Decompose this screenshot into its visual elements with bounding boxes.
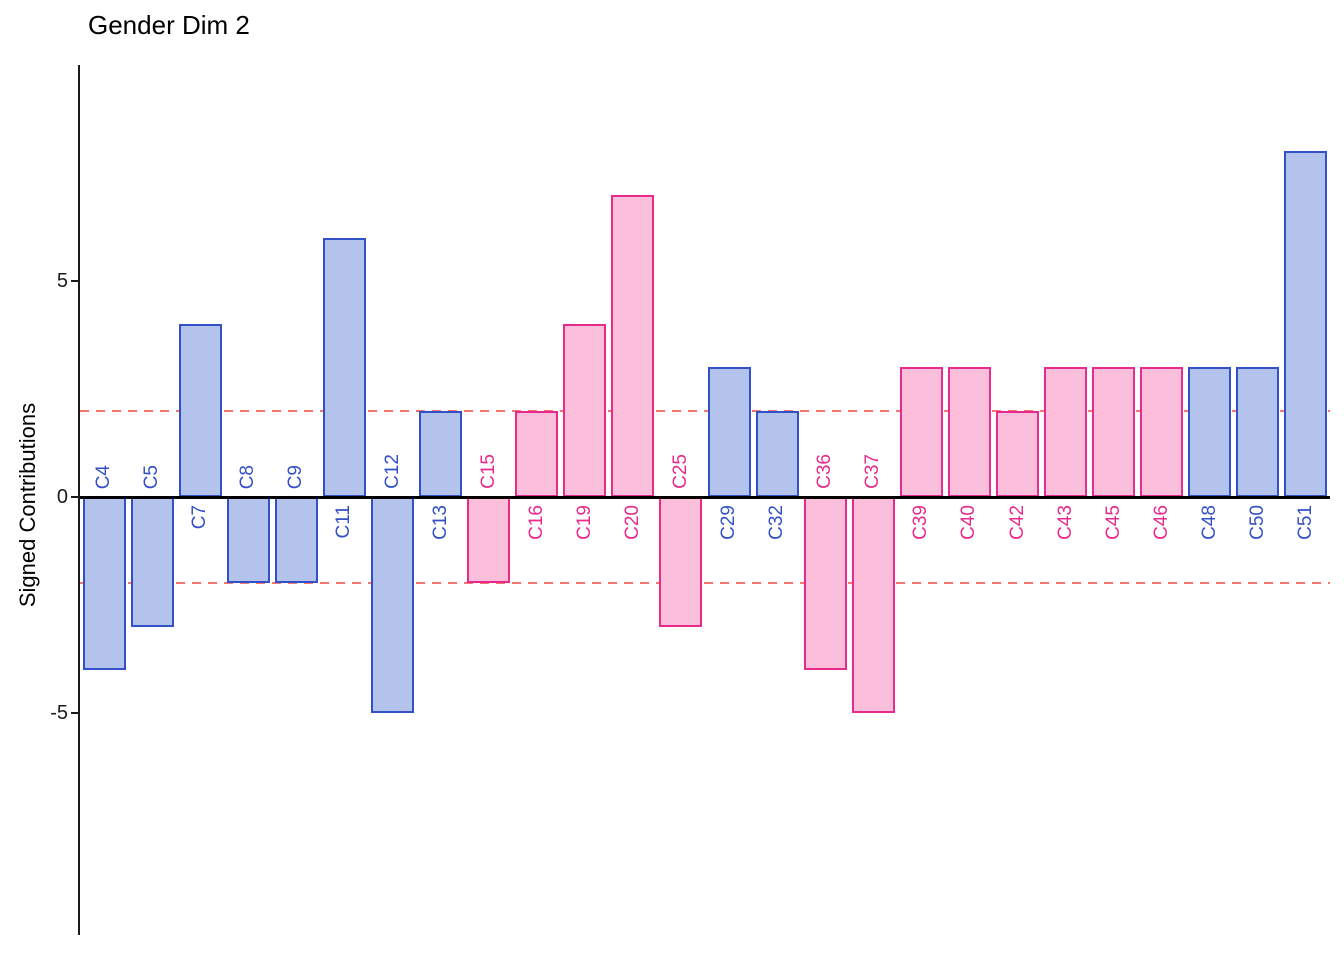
bar-label-c12: C12 (381, 454, 403, 489)
reference-line (80, 582, 1330, 585)
bar-c8 (226, 497, 270, 584)
bar-label-c7: C7 (189, 505, 211, 530)
y-tick-mark (71, 496, 78, 498)
bar-label-c37: C37 (862, 454, 884, 489)
bar-c37 (851, 497, 895, 713)
bar-c12 (371, 497, 414, 713)
bar-label-c15: C15 (477, 454, 499, 489)
bar-c50 (1236, 367, 1280, 497)
bar-label-c20: C20 (621, 505, 643, 540)
bar-c36 (803, 497, 847, 670)
bar-c19 (563, 324, 607, 497)
bar-label-c51: C51 (1294, 505, 1316, 540)
bar-c25 (659, 497, 703, 627)
bar-label-c11: C11 (333, 505, 355, 539)
bar-c29 (707, 367, 751, 497)
bar-c5 (130, 497, 174, 627)
zero-line (80, 495, 1330, 499)
bar-label-c29: C29 (718, 505, 740, 540)
bar-label-c32: C32 (766, 505, 788, 540)
bar-c16 (515, 410, 559, 497)
y-tick-label: 5 (56, 270, 68, 292)
bar-c11 (322, 237, 366, 497)
bar-c9 (274, 497, 318, 584)
bar-label-c4: C4 (93, 464, 115, 489)
bar-label-c40: C40 (958, 505, 980, 540)
bar-c7 (178, 324, 222, 497)
bar-label-c25: C25 (669, 454, 691, 489)
y-tick-mark (71, 280, 78, 282)
bar-label-c48: C48 (1198, 505, 1220, 540)
bar-c48 (1188, 367, 1232, 497)
bar-c13 (419, 410, 463, 497)
bar-label-c43: C43 (1054, 505, 1076, 540)
bar-label-c16: C16 (525, 505, 547, 540)
bar-c40 (947, 367, 991, 497)
bar-c42 (996, 410, 1039, 497)
y-tick-label: 0 (56, 486, 68, 508)
bar-c32 (755, 410, 799, 497)
bar-label-c45: C45 (1102, 505, 1124, 540)
chart-title: Gender Dim 2 (88, 10, 250, 40)
bar-label-c5: C5 (141, 464, 163, 489)
bar-label-c42: C42 (1006, 505, 1028, 540)
reference-line (80, 409, 1330, 412)
plot-area: C4 C5 C7 C8 C9 C11 C12 C13 C15 C16 C19 C20 C25 C29 C32… (80, 65, 1330, 935)
bar-label-c9: C9 (285, 464, 307, 489)
bar-c46 (1140, 367, 1184, 497)
bar-c4 (82, 497, 126, 670)
bar-label-c36: C36 (814, 454, 836, 489)
bar-c20 (611, 194, 655, 497)
y-tick-label: -5 (50, 702, 68, 724)
bar-c15 (467, 497, 511, 584)
bar-label-c50: C50 (1246, 505, 1268, 540)
bar-label-c13: C13 (429, 505, 451, 540)
bar-label-c8: C8 (237, 464, 259, 489)
bar-c43 (1044, 367, 1088, 497)
bar-label-c19: C19 (573, 505, 595, 540)
y-tick-mark (71, 712, 78, 714)
bar-c39 (899, 367, 943, 497)
bar-c51 (1284, 151, 1328, 497)
y-axis-line (78, 65, 80, 935)
bar-label-c39: C39 (910, 505, 932, 540)
bar-label-c46: C46 (1150, 505, 1172, 540)
bar-c45 (1092, 367, 1136, 497)
